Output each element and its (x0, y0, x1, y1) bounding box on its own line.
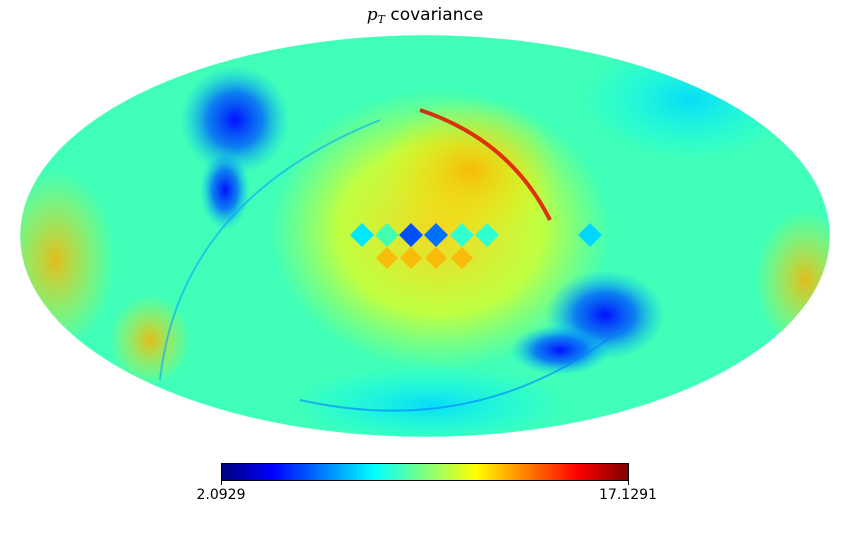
south-cyan-region (290, 365, 570, 437)
map-outline (19, 34, 831, 438)
central-pixel-diamond-7 (578, 223, 602, 247)
north-red-arc (419, 108, 552, 221)
central-pixel-diamond-3 (399, 223, 423, 247)
central-orange-diamond-1 (376, 247, 398, 269)
central-orange-diamond-2 (400, 247, 422, 269)
sky-map-layer (20, 35, 830, 437)
southwest-warm-patch (110, 295, 190, 385)
northwest-cold-tail (200, 150, 250, 230)
central-pixel-diamond-1 (350, 223, 374, 247)
west-warm-limb (20, 170, 115, 350)
central-pixel-diamond-2 (375, 223, 399, 247)
colorbar-min-label: 2.0929 (196, 487, 246, 503)
title-text: covariance (384, 5, 484, 25)
east-warm-limb (755, 210, 830, 350)
central-pixel-diamond-6 (475, 223, 499, 247)
central-pixel-diamond-4 (424, 223, 448, 247)
north-orange-region (380, 100, 560, 240)
chart-title: pT covariance (0, 5, 850, 26)
central-orange-diamond-4 (451, 247, 473, 269)
colorbar (221, 463, 629, 481)
colorbar-max-label: 17.1291 (599, 487, 657, 503)
southeast-cold-tail (510, 325, 610, 375)
central-orange-diamond-3 (425, 247, 447, 269)
colorbar-max-tick (628, 481, 629, 485)
central-pixel-diamond-5 (450, 223, 474, 247)
colorbar-min-tick (221, 481, 222, 485)
title-subscript: T (377, 13, 385, 26)
west-arc-line (159, 119, 381, 381)
south-arc-line (299, 329, 621, 412)
northwest-cold-spot (180, 65, 290, 175)
title-symbol: p (366, 5, 378, 25)
